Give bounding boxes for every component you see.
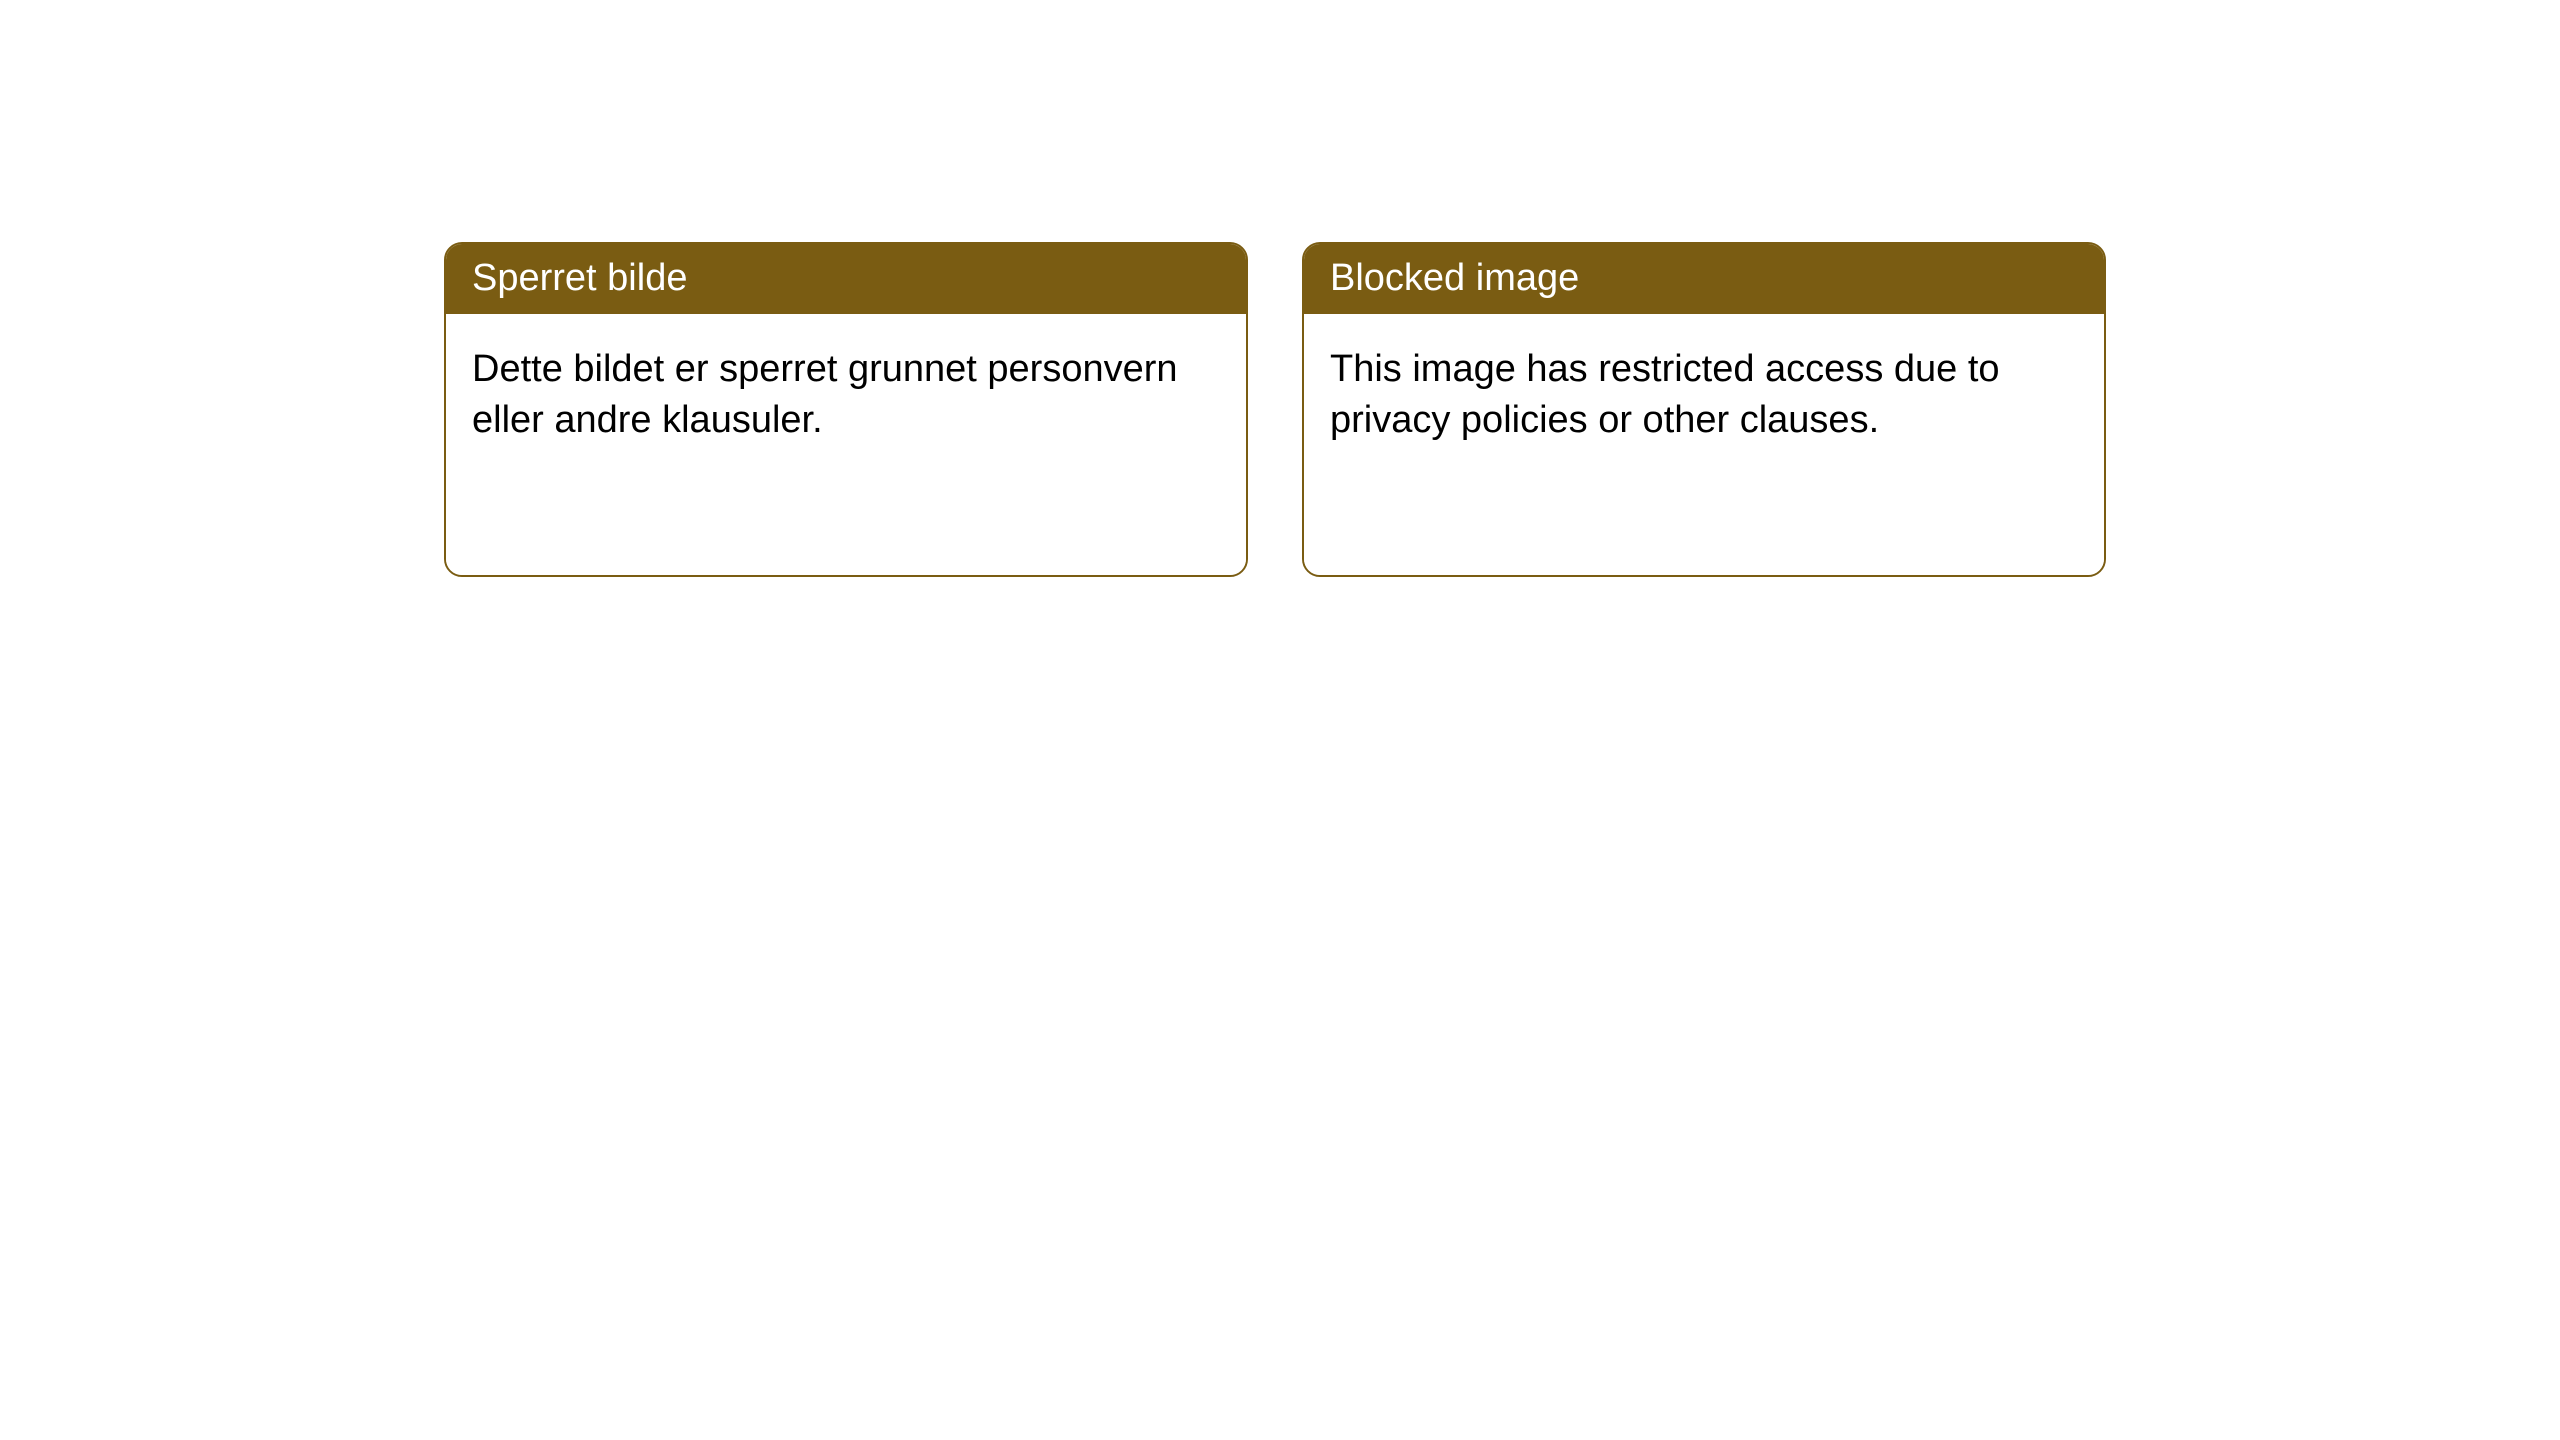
notice-title-no: Sperret bilde xyxy=(446,244,1246,314)
notice-card-no: Sperret bilde Dette bildet er sperret gr… xyxy=(444,242,1248,577)
notice-card-en: Blocked image This image has restricted … xyxy=(1302,242,2106,577)
notice-title-en: Blocked image xyxy=(1304,244,2104,314)
notice-container: Sperret bilde Dette bildet er sperret gr… xyxy=(444,242,2106,577)
notice-body-no: Dette bildet er sperret grunnet personve… xyxy=(446,314,1246,575)
notice-body-en: This image has restricted access due to … xyxy=(1304,314,2104,575)
